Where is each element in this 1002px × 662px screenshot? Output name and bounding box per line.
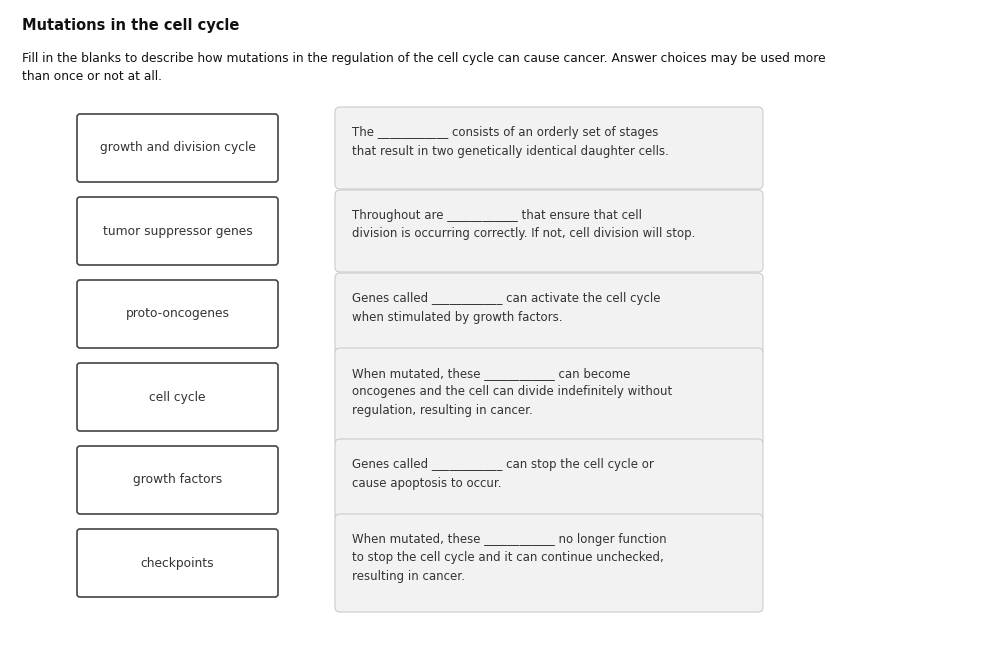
Text: Mutations in the cell cycle: Mutations in the cell cycle [22,18,239,33]
FancyBboxPatch shape [335,514,763,612]
FancyBboxPatch shape [77,280,278,348]
Text: Throughout are ____________ that ensure that cell
division is occurring correctl: Throughout are ____________ that ensure … [352,209,694,240]
Text: checkpoints: checkpoints [140,557,214,569]
FancyBboxPatch shape [335,190,763,272]
FancyBboxPatch shape [335,348,763,446]
FancyBboxPatch shape [77,114,278,182]
Text: Fill in the blanks to describe how mutations in the regulation of the cell cycle: Fill in the blanks to describe how mutat… [22,52,825,83]
FancyBboxPatch shape [77,197,278,265]
Text: Genes called ____________ can stop the cell cycle or
cause apoptosis to occur.: Genes called ____________ can stop the c… [352,458,653,489]
Text: When mutated, these ____________ no longer function
to stop the cell cycle and i: When mutated, these ____________ no long… [352,533,666,583]
FancyBboxPatch shape [335,273,763,355]
FancyBboxPatch shape [335,439,763,521]
Text: The ____________ consists of an orderly set of stages
that result in two genetic: The ____________ consists of an orderly … [352,126,668,158]
FancyBboxPatch shape [335,107,763,189]
Text: proto-oncogenes: proto-oncogenes [125,308,229,320]
Text: cell cycle: cell cycle [149,391,205,404]
FancyBboxPatch shape [77,529,278,597]
FancyBboxPatch shape [77,363,278,431]
Text: When mutated, these ____________ can become
oncogenes and the cell can divide in: When mutated, these ____________ can bec… [352,367,671,417]
Text: growth and division cycle: growth and division cycle [99,142,256,154]
Text: Genes called ____________ can activate the cell cycle
when stimulated by growth : Genes called ____________ can activate t… [352,292,660,324]
Text: tumor suppressor genes: tumor suppressor genes [102,224,253,238]
FancyBboxPatch shape [77,446,278,514]
Text: growth factors: growth factors [132,473,221,487]
